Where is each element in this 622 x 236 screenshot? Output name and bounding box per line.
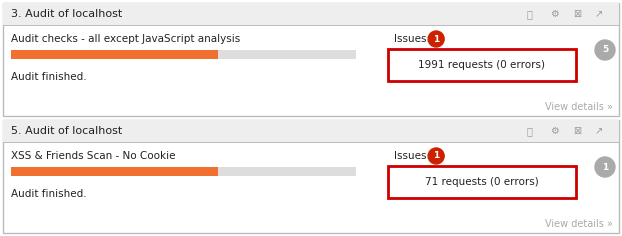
Circle shape — [595, 157, 615, 177]
Text: 5. Audit of localhost: 5. Audit of localhost — [11, 126, 123, 136]
Circle shape — [595, 40, 615, 60]
Text: ⏸: ⏸ — [526, 9, 532, 19]
Text: ↗: ↗ — [595, 9, 603, 19]
Text: ⏸: ⏸ — [526, 126, 532, 136]
Circle shape — [428, 31, 444, 47]
Text: ⊠: ⊠ — [573, 9, 581, 19]
Text: Audit checks - all except JavaScript analysis: Audit checks - all except JavaScript ana… — [11, 34, 240, 44]
Bar — [11, 50, 356, 59]
Text: 71 requests (0 errors): 71 requests (0 errors) — [425, 177, 539, 187]
Text: Issues:: Issues: — [394, 34, 430, 44]
Text: XSS & Friends Scan - No Cookie: XSS & Friends Scan - No Cookie — [11, 151, 175, 161]
Bar — [388, 166, 576, 198]
Text: 1: 1 — [433, 34, 439, 43]
Text: 5: 5 — [602, 46, 608, 55]
Text: 3. Audit of localhost: 3. Audit of localhost — [11, 9, 123, 19]
Bar — [3, 120, 619, 233]
Text: ↗: ↗ — [595, 126, 603, 136]
Text: 1: 1 — [433, 152, 439, 160]
Text: 1: 1 — [602, 163, 608, 172]
Bar — [3, 3, 619, 116]
Bar — [388, 49, 576, 81]
Bar — [11, 50, 218, 59]
Text: Audit finished.: Audit finished. — [11, 189, 86, 199]
Text: ⚙: ⚙ — [550, 126, 559, 136]
Bar — [3, 120, 619, 142]
Text: View details »: View details » — [545, 102, 613, 112]
Text: 1991 requests (0 errors): 1991 requests (0 errors) — [419, 60, 545, 70]
Text: Audit finished.: Audit finished. — [11, 72, 86, 82]
Bar — [3, 3, 619, 25]
Text: View details »: View details » — [545, 219, 613, 229]
Bar — [11, 167, 356, 176]
Bar — [11, 167, 218, 176]
Text: ⚙: ⚙ — [550, 9, 559, 19]
Circle shape — [428, 148, 444, 164]
Text: ⊠: ⊠ — [573, 126, 581, 136]
Text: Issues:: Issues: — [394, 151, 430, 161]
